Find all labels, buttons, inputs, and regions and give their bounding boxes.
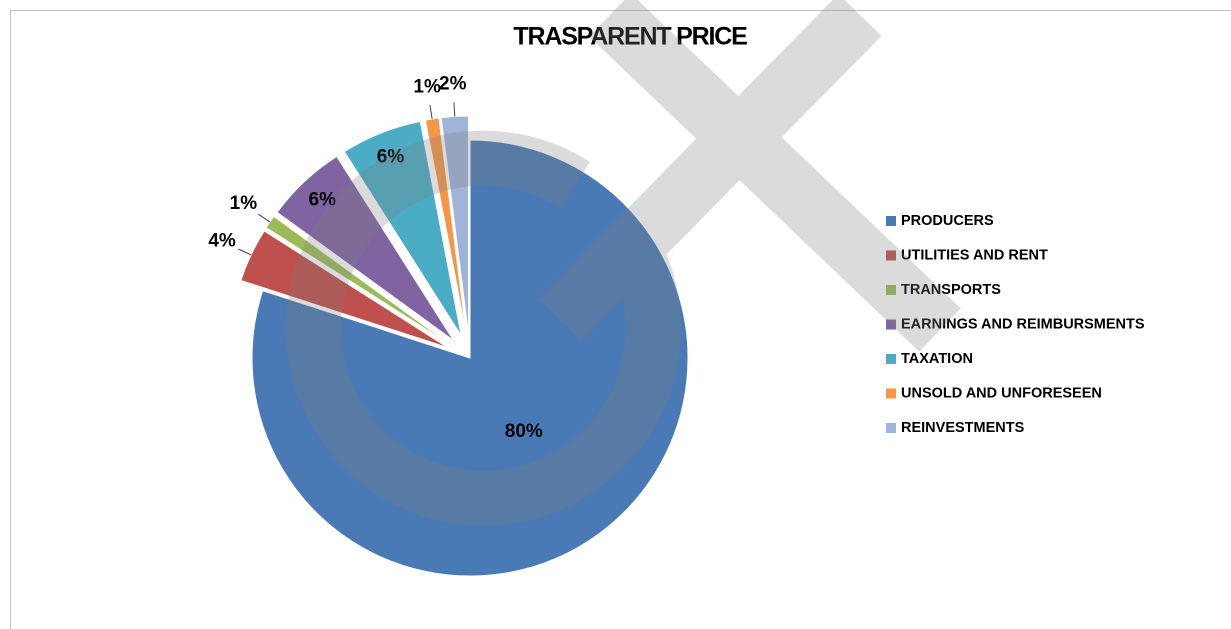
data-label: 80% xyxy=(505,421,543,442)
legend-label: EARNINGS AND REIMBURSMENTS xyxy=(901,316,1145,332)
legend-swatch xyxy=(886,319,896,330)
legend-swatch xyxy=(886,285,896,295)
data-label: 6% xyxy=(309,190,337,211)
legend-swatch xyxy=(886,216,896,226)
watermark xyxy=(286,0,961,526)
leader-line xyxy=(238,248,252,256)
leader-line xyxy=(453,102,456,117)
data-label: 4% xyxy=(208,230,236,251)
legend-label: TAXATION xyxy=(901,351,973,367)
data-label: 2% xyxy=(439,74,467,95)
legend-label: REINVESTMENTS xyxy=(901,420,1025,436)
pie: 80%4%1% 6%6%1%2% xyxy=(208,74,689,577)
chart-title: TRASPARENT PRICE xyxy=(513,23,747,51)
pie-slice xyxy=(251,139,689,577)
legend-swatch xyxy=(886,354,896,364)
legend-swatch xyxy=(886,423,896,433)
legend-swatch xyxy=(886,388,896,399)
legend-swatch xyxy=(886,250,896,261)
data-label: 6% xyxy=(377,146,405,167)
legend-label: TRANSPORTS xyxy=(901,282,1001,298)
leader-line xyxy=(257,213,271,223)
pie-slice xyxy=(276,155,454,341)
legend: PRODUCERS UTILITIES AND RENT TRANSPORTS EAR… xyxy=(886,213,1145,436)
pie-slice xyxy=(343,120,462,336)
pie-slice xyxy=(240,230,449,349)
leader-line xyxy=(429,105,433,120)
data-label: 1% xyxy=(230,193,258,214)
legend-label: UNSOLD AND UNFORESEEN xyxy=(901,385,1102,401)
data-label: 1% xyxy=(413,76,441,97)
legend-label: PRODUCERS xyxy=(901,213,994,229)
legend-label: UTILITIES AND RENT xyxy=(901,247,1048,263)
pie-slice xyxy=(265,215,451,345)
